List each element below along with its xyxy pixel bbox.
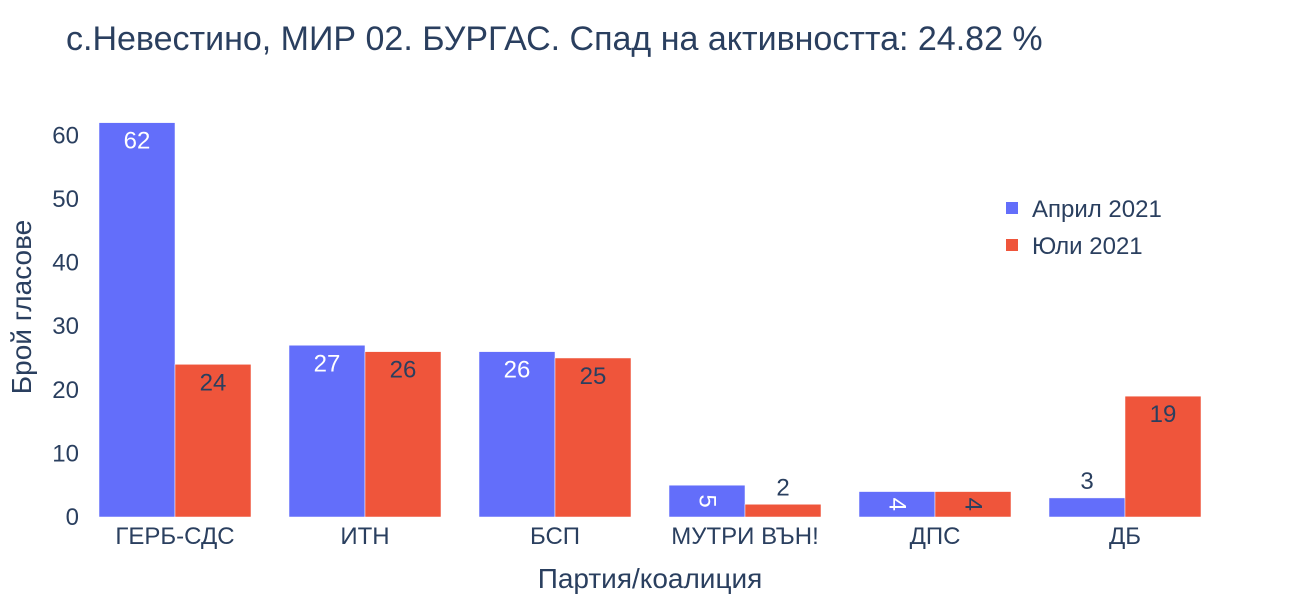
- bar-value-label: 2: [776, 474, 789, 501]
- y-tick-label: 30: [52, 313, 79, 340]
- bar-value-label: 26: [390, 357, 417, 384]
- legend-label: Юли 2021: [1032, 233, 1143, 260]
- x-axis-title: Партия/коалиция: [538, 563, 763, 594]
- legend: Април 2021 Юли 2021: [1006, 196, 1162, 260]
- legend-swatch: [1006, 239, 1018, 251]
- bar: [478, 351, 556, 518]
- x-tick-label: ДБ: [1109, 523, 1141, 550]
- bar: [364, 351, 442, 518]
- bar: [858, 491, 936, 518]
- y-tick-label: 60: [52, 122, 79, 149]
- x-tick-label: ДПС: [910, 523, 961, 550]
- bar: [1124, 395, 1202, 518]
- bar-value-label: 3: [1080, 468, 1093, 495]
- bar-value-label: 62: [124, 128, 151, 155]
- bar-value-label: 26: [504, 357, 531, 384]
- bar: [288, 345, 366, 518]
- x-tick-label: ГЕРБ-СДС: [115, 523, 234, 550]
- y-tick-label: 20: [52, 377, 79, 404]
- bar-value-label: 4: [960, 498, 987, 511]
- bar-value-label: 19: [1150, 401, 1177, 428]
- bar: [668, 484, 746, 518]
- x-tick-label: ИТН: [340, 523, 389, 550]
- x-tick-label: БСП: [530, 523, 580, 550]
- x-axis: ГЕРБ-СДС ИТН БСП МУТРИ ВЪН! ДПС ДБ: [115, 523, 1141, 550]
- bar: [934, 491, 1012, 518]
- bar: [98, 122, 176, 518]
- y-tick-label: 10: [52, 440, 79, 467]
- bar-value-label: 4: [884, 498, 911, 511]
- bar-value-label: 25: [580, 363, 607, 390]
- bar-value-label: 5: [694, 494, 721, 507]
- x-tick-label: МУТРИ ВЪН!: [671, 523, 818, 550]
- y-tick-label: 0: [66, 504, 79, 531]
- bar-value-label: 24: [200, 369, 227, 396]
- bar: [174, 364, 252, 518]
- y-tick-label: 40: [52, 250, 79, 277]
- y-tick-label: 50: [52, 186, 79, 213]
- bar: [744, 504, 822, 518]
- y-axis: 0 10 20 30 40 50 60: [52, 122, 79, 531]
- bar: [554, 357, 632, 518]
- legend-swatch: [1006, 202, 1018, 214]
- y-axis-title: Брой гласове: [6, 220, 37, 394]
- chart-title: с.Невестино, МИР 02. БУРГАС. Спад на акт…: [66, 20, 1043, 58]
- legend-label: Април 2021: [1032, 196, 1162, 223]
- bar: [1048, 497, 1126, 518]
- bar-value-label: 27: [314, 350, 341, 377]
